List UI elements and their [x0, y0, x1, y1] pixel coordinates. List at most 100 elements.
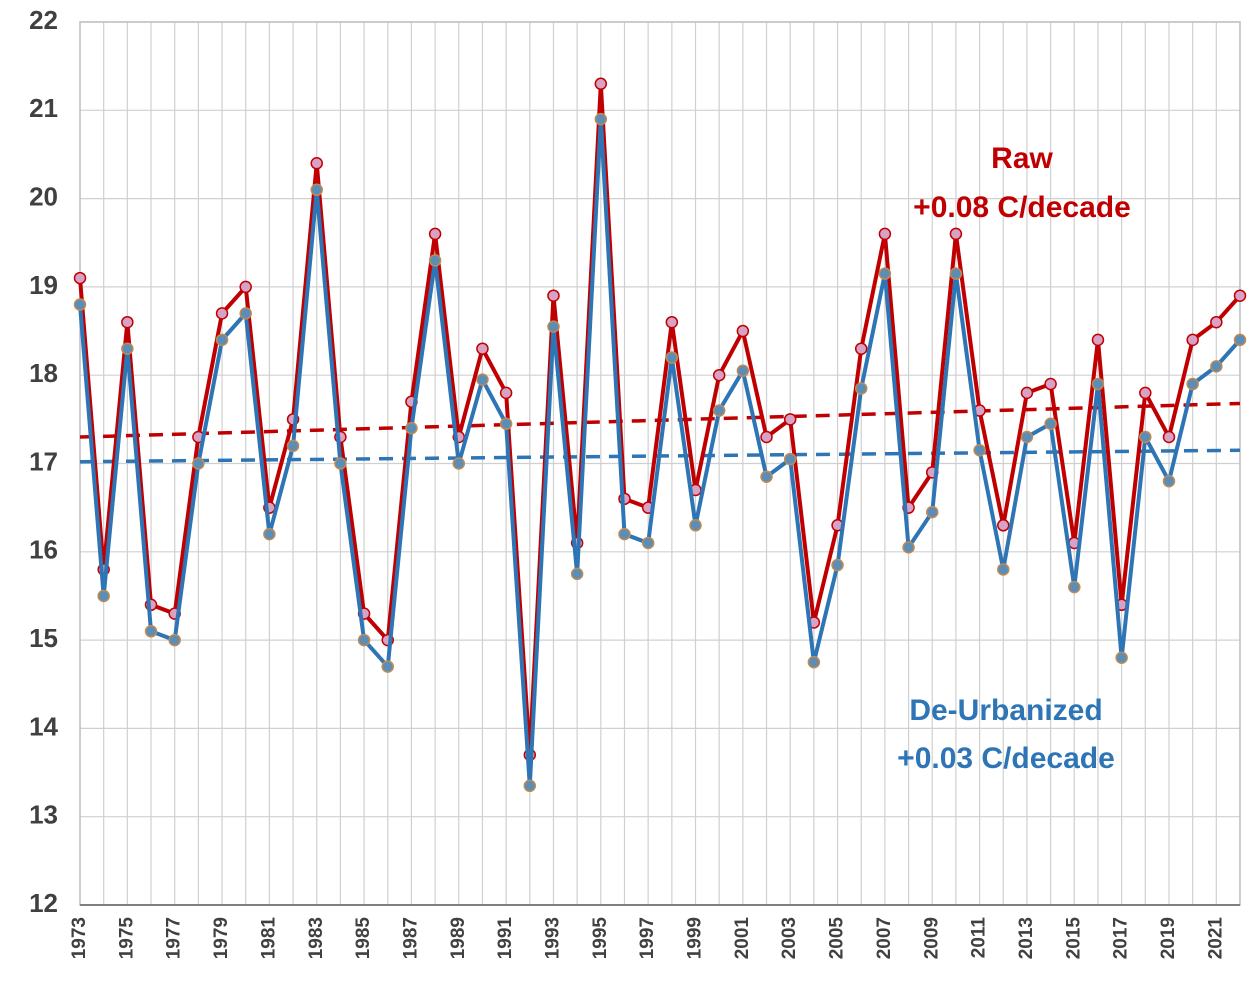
data-point: [357, 633, 371, 647]
data-point: [878, 267, 892, 280]
data-point: [760, 430, 773, 444]
data-point: [570, 567, 584, 581]
y-tick-label: 14: [29, 711, 58, 741]
data-point: [783, 452, 797, 466]
x-tick-label: 1983: [306, 917, 327, 959]
x-tick-label: 2017: [1111, 917, 1132, 959]
x-tick-label: 1987: [400, 917, 421, 959]
y-tick-label: 15: [29, 623, 58, 653]
data-point: [286, 439, 300, 453]
x-tick-label: 1991: [495, 917, 516, 960]
data-point: [665, 315, 679, 329]
data-point: [192, 457, 205, 470]
data-point: [215, 307, 229, 320]
data-point: [1162, 430, 1176, 444]
data-point: [783, 413, 797, 426]
data-point: [1115, 651, 1128, 665]
annotation: +0.08 C/decade: [913, 191, 1131, 224]
x-tick-label: 2021: [1205, 917, 1226, 960]
data-point: [902, 541, 915, 554]
data-point: [594, 77, 608, 91]
data-point: [73, 271, 87, 285]
x-tick-label: 1995: [590, 917, 611, 960]
data-point: [618, 527, 631, 541]
data-point: [428, 254, 442, 267]
data-point: [854, 382, 868, 395]
data-point: [973, 444, 986, 457]
data-point: [1186, 333, 1199, 347]
x-tick-label: 1979: [211, 917, 232, 959]
y-tick-label: 18: [29, 358, 58, 388]
data-point: [476, 342, 489, 355]
data-point: [499, 417, 513, 431]
data-point: [452, 457, 466, 470]
x-tick-label: 1985: [353, 917, 374, 960]
data-point: [405, 421, 418, 435]
data-point: [121, 342, 134, 355]
data-point: [641, 536, 655, 550]
x-tick-label: 1975: [116, 917, 137, 960]
data-point: [1210, 360, 1223, 373]
data-point: [760, 470, 773, 483]
data-point: [997, 519, 1010, 532]
annotation: +0.03 C/decade: [897, 742, 1115, 775]
x-tick-label: 2007: [874, 917, 895, 959]
data-point: [547, 289, 560, 302]
x-tick-label: 1993: [542, 917, 563, 959]
data-point: [73, 298, 87, 311]
data-point: [925, 505, 939, 519]
data-point: [381, 660, 395, 673]
data-point: [121, 315, 134, 329]
data-point: [1044, 377, 1057, 391]
data-point: [1020, 386, 1034, 400]
data-point: [263, 527, 276, 541]
x-tick-label: 1999: [685, 917, 706, 959]
data-point: [1044, 417, 1057, 431]
x-tick-label: 2001: [732, 917, 753, 960]
data-point: [594, 112, 608, 126]
data-point: [1162, 474, 1176, 488]
data-point: [878, 227, 892, 241]
data-point: [476, 373, 489, 386]
data-point: [997, 563, 1010, 576]
x-tick-label: 2003: [779, 917, 800, 959]
data-point: [310, 183, 323, 197]
data-point: [807, 655, 821, 669]
x-tick-label: 2015: [1063, 917, 1084, 960]
annotation: De-Urbanized: [909, 694, 1102, 727]
x-tick-label: 1981: [258, 917, 279, 960]
data-point: [949, 267, 963, 280]
data-point: [1091, 333, 1105, 347]
data-point: [831, 558, 844, 572]
data-point: [736, 364, 750, 378]
y-tick-label: 20: [29, 181, 58, 211]
data-point: [1139, 430, 1152, 444]
data-point: [334, 457, 347, 470]
x-tick-label: 1973: [69, 917, 90, 959]
data-point: [239, 280, 252, 294]
y-tick-label: 19: [29, 270, 58, 300]
x-tick-label: 1977: [164, 917, 185, 959]
data-point: [1091, 377, 1105, 391]
data-point: [689, 519, 702, 532]
y-tick-label: 22: [29, 5, 58, 35]
annotation: Raw: [991, 142, 1053, 175]
data-point: [1020, 430, 1034, 444]
series-line: [78, 81, 1242, 757]
data-point: [97, 589, 110, 603]
data-point: [428, 227, 442, 241]
x-tick-label: 2019: [1158, 917, 1179, 959]
x-tick-label: 1997: [637, 917, 658, 959]
data-point: [736, 324, 750, 338]
data-point: [168, 633, 181, 647]
data-point: [499, 386, 513, 400]
x-tick-label: 1989: [448, 917, 469, 959]
data-point: [215, 333, 229, 347]
x-tick-label: 2009: [921, 917, 942, 959]
y-tick-label: 21: [29, 93, 58, 123]
data-point: [1139, 386, 1152, 400]
x-tick-label: 2005: [827, 917, 848, 960]
x-tick-label: 2013: [1016, 917, 1037, 959]
data-point: [1210, 315, 1223, 329]
